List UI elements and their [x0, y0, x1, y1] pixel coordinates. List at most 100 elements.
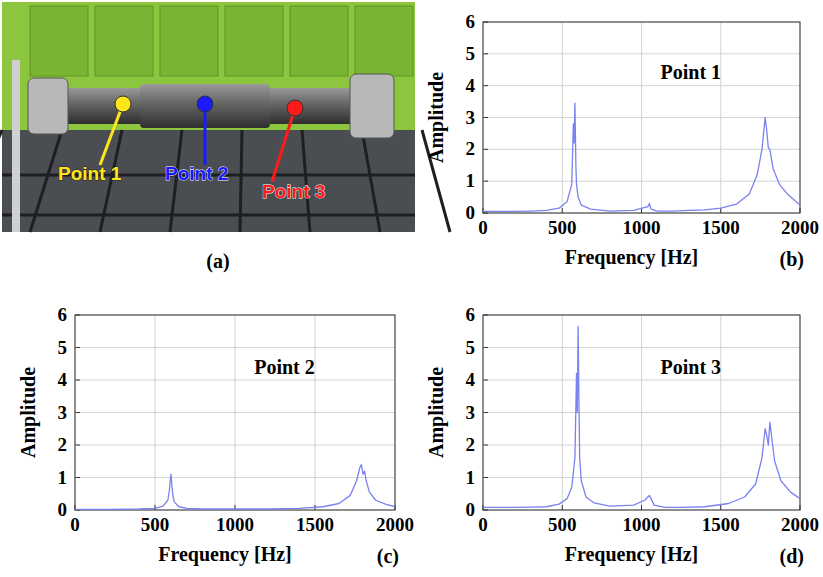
tick-label: 0 — [70, 514, 80, 535]
photo-point-label: Point 1 — [58, 163, 122, 184]
photo-point — [197, 96, 213, 112]
tick-label: 1500 — [702, 217, 740, 238]
tick-mark — [562, 208, 563, 213]
tick-label: 2000 — [781, 514, 819, 535]
tick-mark — [562, 505, 563, 510]
tick-mark — [483, 85, 488, 86]
plot-frame — [483, 22, 800, 213]
spectrum-line — [483, 326, 800, 507]
photo-panel-door — [290, 6, 348, 76]
tick-label: 1 — [466, 170, 476, 191]
photo-floor-slot — [2, 214, 415, 217]
photo-panel-door — [95, 6, 153, 76]
tick-label: 2 — [466, 138, 476, 159]
plot-area — [483, 22, 800, 213]
chart-panel: 01234560500100015002000Point 3AmplitudeF… — [425, 304, 819, 568]
spectrum-line — [483, 103, 800, 211]
tick-label: 1000 — [623, 217, 661, 238]
chart-title: Point 3 — [661, 356, 722, 378]
photo-leader — [204, 104, 207, 165]
photo-panel-door — [355, 6, 413, 76]
tick-label: 1 — [466, 467, 476, 488]
tick-label: 1500 — [296, 514, 334, 535]
photo-point — [115, 96, 131, 112]
tick-label: 4 — [466, 75, 476, 96]
grid-line — [315, 315, 316, 510]
photo-bearing — [28, 78, 68, 134]
panel-label: (b) — [780, 248, 804, 271]
axis-title: Amplitude — [425, 367, 448, 458]
photo-background — [2, 2, 415, 232]
tick-mark — [75, 445, 80, 446]
photo-panel-door — [30, 6, 88, 76]
tick-label: 1000 — [216, 514, 254, 535]
photo-panel-door — [160, 6, 218, 76]
grid-line — [641, 22, 642, 213]
tick-label: 1500 — [702, 514, 740, 535]
series-group — [483, 326, 800, 507]
photo-floor-slot — [240, 130, 242, 232]
axis-title: Amplitude — [17, 367, 40, 458]
tick-mark — [483, 412, 488, 413]
tick-mark — [483, 380, 488, 381]
chart-title: Point 2 — [254, 356, 315, 378]
grid-line — [720, 22, 721, 213]
tick-mark — [483, 347, 488, 348]
tick-mark — [483, 477, 488, 478]
tick-label: 0 — [58, 499, 68, 520]
chart-panel: 01234560500100015002000Point 2AmplitudeF… — [17, 304, 414, 568]
tick-label: 2 — [58, 434, 68, 455]
tick-label: 0 — [466, 499, 476, 520]
photo-floor-slot — [0, 130, 2, 232]
figure: Point 1Point 2Point 3(a)0123456050010001… — [0, 0, 823, 577]
axis-title: Amplitude — [425, 72, 448, 163]
grid-line — [155, 315, 156, 510]
axis-title: Frequency [Hz] — [565, 543, 699, 566]
tick-label: 4 — [466, 369, 476, 390]
tick-label: 0 — [478, 217, 488, 238]
photo-leader — [272, 108, 295, 182]
tick-mark — [75, 347, 80, 348]
tick-label: 1 — [58, 467, 68, 488]
tick-mark — [75, 412, 80, 413]
tick-label: 0 — [466, 202, 476, 223]
photo-panel-door — [225, 6, 283, 76]
grid-line — [720, 315, 721, 510]
tick-label: 5 — [466, 43, 476, 64]
grid-line — [562, 315, 563, 510]
tick-label: 6 — [58, 304, 68, 325]
axis-title: Frequency [Hz] — [565, 246, 699, 269]
tick-mark — [483, 117, 488, 118]
series-group — [75, 465, 395, 510]
tick-mark — [483, 445, 488, 446]
plot-frame — [483, 315, 800, 510]
tick-label: 500 — [141, 514, 170, 535]
tick-label: 4 — [58, 369, 68, 390]
axis-title: Frequency [Hz] — [158, 543, 292, 566]
tick-mark — [720, 505, 721, 510]
grid-line — [562, 22, 563, 213]
plot-frame — [75, 315, 395, 510]
tick-label: 6 — [466, 11, 476, 32]
plot-area — [483, 315, 800, 510]
photo-leader — [100, 104, 123, 165]
tick-mark — [483, 181, 488, 182]
plot-area — [75, 315, 395, 510]
chart-panel: 01234560500100015002000Point 1AmplitudeF… — [425, 11, 819, 271]
tick-label: 3 — [466, 402, 476, 423]
photo-floor-slot — [362, 130, 380, 232]
panel-label: (a) — [206, 250, 229, 273]
panel-label: (d) — [780, 545, 804, 568]
grid-line — [641, 315, 642, 510]
tick-label: 2000 — [376, 514, 414, 535]
tick-label: 5 — [58, 337, 68, 358]
tick-mark — [483, 149, 488, 150]
tick-label: 1000 — [623, 514, 661, 535]
tick-label: 5 — [466, 337, 476, 358]
spectrum-line — [75, 465, 395, 510]
photo-point — [287, 100, 303, 116]
tick-label: 500 — [548, 514, 577, 535]
photo-bearing — [350, 74, 394, 138]
photo-floor — [2, 130, 415, 232]
tick-label: 2000 — [781, 217, 819, 238]
